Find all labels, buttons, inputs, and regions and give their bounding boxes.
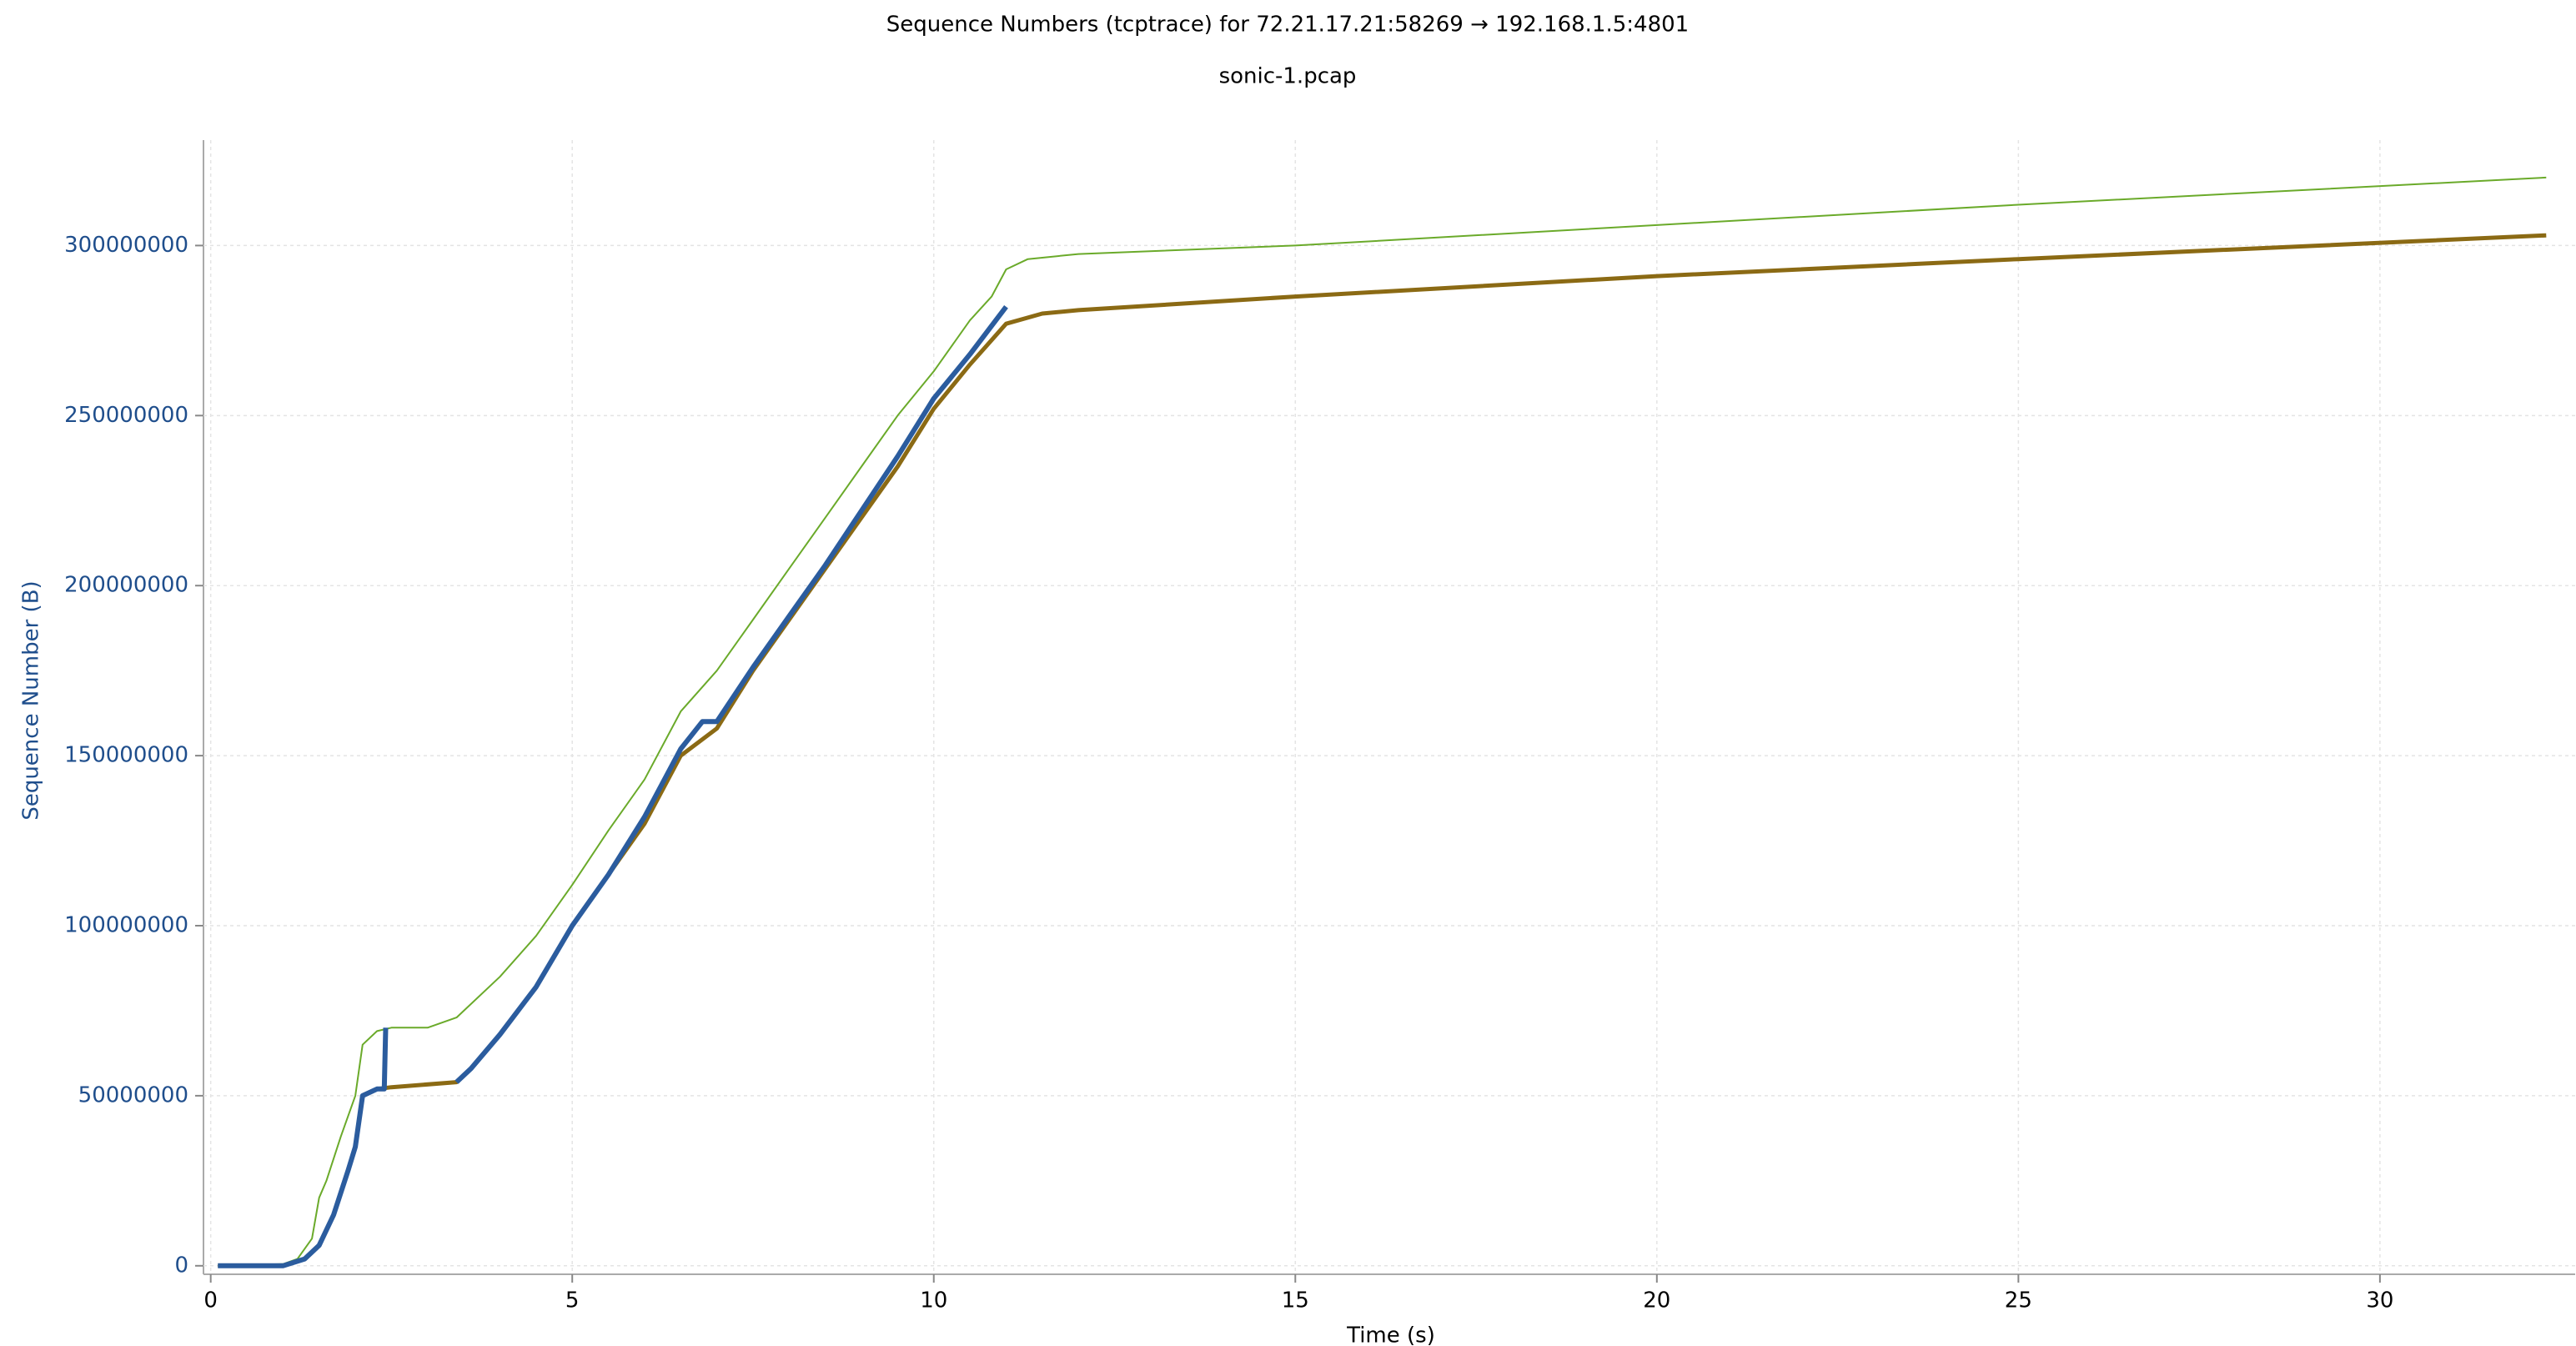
x-axis-label: Time (s)	[1346, 1323, 1435, 1346]
series-line	[218, 233, 2547, 1268]
x-tick-label: 0	[203, 1288, 218, 1313]
y-tick-label: 50000000	[78, 1082, 188, 1107]
chart-subtitle: sonic-1.pcap	[1219, 64, 1357, 89]
x-tick-label: 5	[565, 1288, 580, 1313]
x-tick-label: 10	[920, 1288, 947, 1313]
x-tick-label: 15	[1282, 1288, 1309, 1313]
x-tick-label: 20	[1643, 1288, 1670, 1313]
chart-title: Sequence Numbers (tcptrace) for 72.21.17…	[886, 13, 1689, 38]
y-tick-label: 250000000	[64, 403, 188, 428]
y-tick-label: 100000000	[64, 913, 188, 938]
y-tick-label: 300000000	[64, 233, 188, 258]
y-tick-label: 0	[174, 1253, 188, 1278]
y-tick-label: 200000000	[64, 573, 188, 598]
y-axis-label: Sequence Number (B)	[19, 580, 44, 820]
series-line	[218, 176, 2547, 1267]
series-line	[218, 304, 1008, 1268]
x-tick-label: 25	[2005, 1288, 2032, 1313]
y-tick-label: 150000000	[64, 743, 188, 768]
x-tick-label: 30	[2366, 1288, 2393, 1313]
